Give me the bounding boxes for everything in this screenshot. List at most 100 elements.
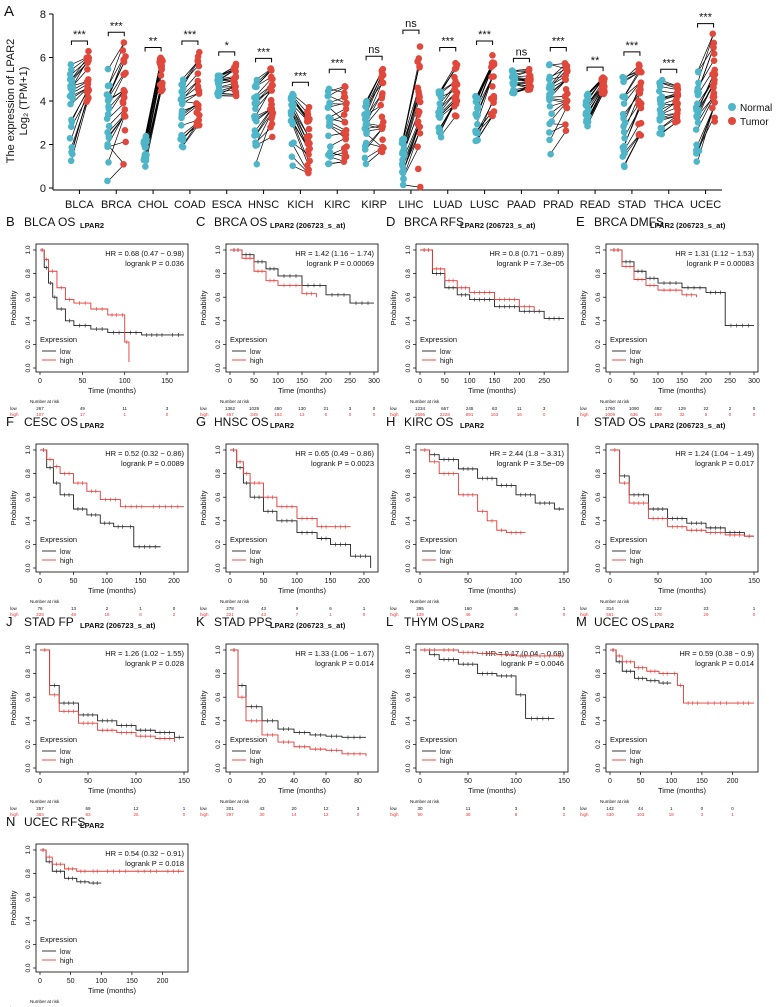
x-tick-label-a: KIRP — [361, 199, 387, 211]
sig-bracket — [586, 66, 604, 72]
km-gene: LPAR2 — [80, 821, 104, 830]
km-y-tick-label: 0.6 — [405, 692, 412, 701]
point-normal — [545, 129, 553, 136]
point-tumor — [414, 143, 421, 151]
pair-line — [329, 125, 346, 139]
sig-label: *** — [73, 29, 87, 41]
km-x-tick-label: 250 — [538, 378, 550, 385]
km-y-tick-label: 0.6 — [595, 492, 602, 501]
point-tumor — [489, 59, 497, 66]
km-risk-high-value: 46 — [465, 612, 471, 617]
km-risk-low-value: 130 — [298, 406, 306, 411]
km-x-tick-label: 100 — [101, 578, 113, 585]
km-legend-low-label: low — [60, 949, 71, 956]
km-y-tick-label: 0.4 — [595, 716, 602, 725]
point-normal — [547, 150, 554, 158]
sig-label: *** — [441, 36, 455, 48]
km-risk-high-value: 2228 — [440, 412, 451, 417]
km-panel-j: J STAD FP LPAR2 (206723_s_at) 0.0 0.2 0.4 0.6 0… — [6, 614, 190, 817]
km-y-tick-label: 0.4 — [25, 916, 32, 925]
km-risk-high-value: 38 — [465, 812, 471, 817]
km-y-tick-label: 0.4 — [25, 316, 32, 325]
pair-line — [144, 58, 162, 137]
km-y-tick-label: 0.6 — [25, 692, 32, 701]
km-risk-high-value: 1 — [329, 612, 332, 617]
sig-bracket — [549, 47, 567, 52]
pair-line — [107, 42, 125, 70]
km-risk-high-value: 467 — [226, 412, 234, 417]
category-luad: *** — [435, 36, 461, 141]
km-y-tick-label: 1.0 — [215, 245, 222, 254]
km-legend-low-label: low — [250, 749, 261, 756]
km-legend-title: Expression — [420, 735, 457, 744]
point-tumor — [599, 74, 607, 81]
pair-line — [402, 95, 420, 144]
km-risk-high-value: 891 — [466, 412, 474, 417]
km-legend-high-label: high — [60, 958, 73, 965]
km-plot-frame — [605, 443, 759, 573]
point-normal — [620, 100, 628, 107]
km-x-label: Time (months) — [88, 986, 137, 995]
km-risk-high-value: 0 — [753, 612, 756, 617]
km-title: BLCA OS — [24, 215, 75, 229]
km-logrank: logrank P = 0.018 — [125, 859, 184, 868]
point-tumor — [84, 94, 92, 101]
point-normal — [619, 73, 626, 81]
km-risk-high-value: 0 — [357, 812, 360, 817]
point-normal — [325, 114, 332, 121]
pair-line — [697, 107, 714, 145]
km-legend-low-label: low — [250, 549, 261, 556]
km-y-tick-label: 0.2 — [595, 740, 602, 749]
km-logrank: logrank P = 0.014 — [695, 659, 754, 668]
km-curve-low — [420, 249, 564, 319]
km-x-tick-label: 100 — [652, 378, 664, 385]
point-normal — [548, 118, 555, 125]
km-curve-high — [40, 849, 184, 872]
km-legend-low-label: low — [440, 349, 451, 356]
sig-label: *** — [110, 20, 124, 32]
x-tick-label-a: KIRC — [324, 199, 350, 211]
km-risk-low-value: 1362 — [225, 406, 236, 411]
km-x-tick-label: 100 — [272, 378, 284, 385]
sig-label: ns — [405, 18, 417, 30]
panel-label-a: A — [4, 3, 14, 20]
km-risk-title: Number at risk — [30, 399, 60, 404]
panel-label: E — [576, 214, 585, 229]
km-risk-high-label: high — [200, 812, 209, 817]
km-risk-low-label: low — [200, 406, 208, 411]
point-normal — [67, 66, 75, 73]
km-risk-low-value: 11 — [466, 806, 471, 811]
km-hr: HR = 1.42 (1.16 − 1.74) — [295, 249, 374, 258]
legend-normal-marker — [728, 103, 736, 111]
category-prad: *** — [545, 36, 571, 158]
km-risk-low-value: 69 — [85, 806, 91, 811]
km-risk-low-value: 6 — [329, 606, 332, 611]
point-tumor — [711, 99, 718, 106]
km-x-tick-label: 150 — [558, 778, 570, 785]
point-tumor — [306, 145, 313, 153]
point-tumor — [710, 89, 718, 97]
sig-bracket — [218, 51, 236, 56]
km-y-tick-label: 0.6 — [595, 692, 602, 701]
point-tumor — [196, 48, 203, 56]
km-gene: LPAR2 (206723_s_at) — [80, 621, 156, 630]
sig-label: *** — [478, 29, 492, 41]
km-risk-high-value: 297 — [226, 812, 234, 817]
point-tumor — [305, 103, 313, 111]
point-tumor — [710, 39, 718, 47]
point-tumor — [194, 70, 202, 77]
x-tick-label-a: UCEC — [690, 199, 721, 211]
km-gene: LPAR2 — [460, 621, 484, 630]
km-x-tick-label: 50 — [260, 578, 268, 585]
point-normal — [361, 154, 369, 162]
sig-bracket — [365, 55, 383, 61]
km-hr: HR = 0.54 (0.32 − 0.91) — [105, 849, 184, 858]
km-risk-low-value: 1029 — [249, 406, 260, 411]
point-normal — [105, 158, 112, 166]
km-risk-title: Number at risk — [410, 399, 440, 404]
km-x-tick-label: 150 — [135, 578, 147, 585]
point-normal — [693, 141, 700, 149]
km-risk-low-value: 201 — [226, 806, 234, 811]
pair-line — [181, 125, 199, 148]
